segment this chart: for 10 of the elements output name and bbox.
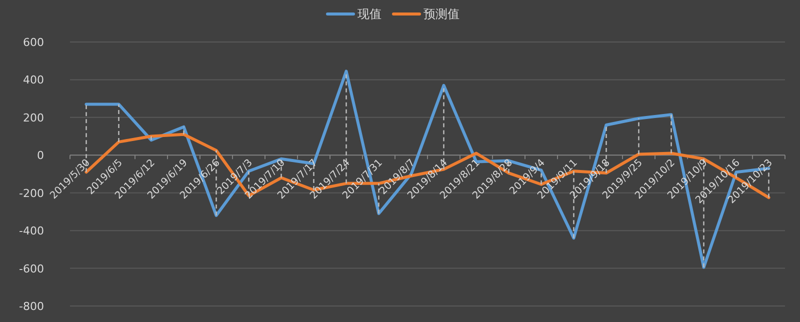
y-tick-label: 600 [23, 36, 44, 49]
y-tick-label: -800 [19, 300, 44, 313]
legend-label: 预测值 [424, 7, 460, 21]
y-tick-label: 0 [37, 149, 44, 162]
legend-label: 现值 [358, 7, 382, 21]
y-tick-label: -200 [19, 186, 44, 200]
y-tick-label: 400 [23, 74, 44, 87]
y-tick-label: -600 [19, 262, 44, 276]
y-tick-label: 200 [23, 111, 44, 124]
y-tick-label: -400 [19, 224, 44, 238]
